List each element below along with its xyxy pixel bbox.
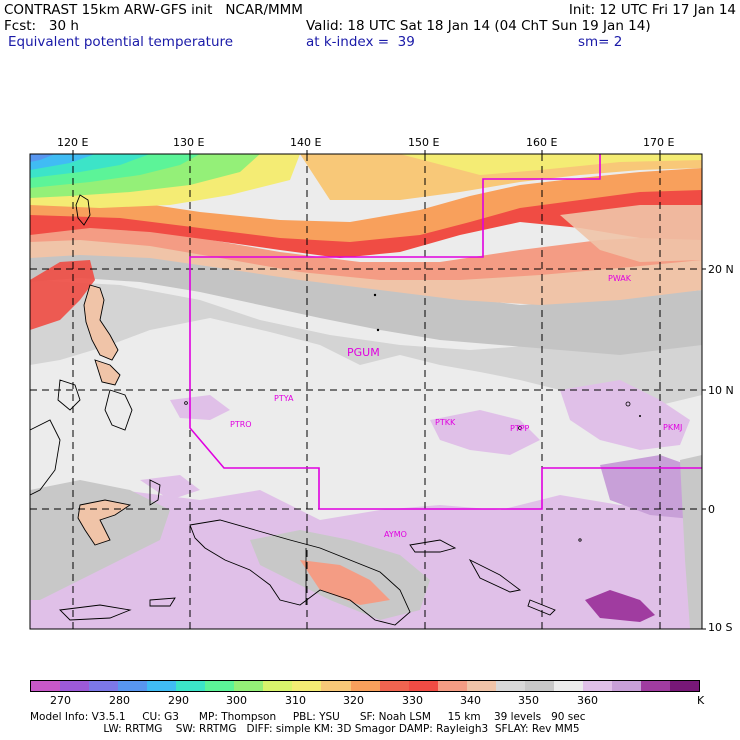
lat-label-10n: 10 N xyxy=(708,384,734,397)
color-scale-bar xyxy=(30,680,700,692)
station-ptkk: PTKK xyxy=(435,418,456,427)
color-scale-swatch-11 xyxy=(350,681,380,691)
lat-label-equator: 0 xyxy=(708,503,715,516)
color-scale-swatch-3 xyxy=(118,681,148,691)
station-aymo: AYMO xyxy=(384,530,407,539)
station-pwak: PWAK xyxy=(608,274,632,283)
init-time: Init: 12 UTC Fri 17 Jan 14 xyxy=(568,2,736,18)
lon-label-150e: 150 E xyxy=(408,136,440,149)
color-scale-swatch-8 xyxy=(263,681,293,691)
lat-label-10s: 10 S xyxy=(708,621,733,634)
scale-label-310: 310 xyxy=(285,694,306,707)
k-index-level: at k-index = 39 xyxy=(306,34,415,50)
scale-label-320: 320 xyxy=(343,694,364,707)
color-scale-swatch-19 xyxy=(582,681,612,691)
model-title: CONTRAST 15km ARW-GFS init NCAR/MMM xyxy=(4,2,303,18)
field-name: Equivalent potential temperature xyxy=(8,34,234,50)
color-scale-swatch-22 xyxy=(670,681,700,691)
scale-label-300: 300 xyxy=(226,694,247,707)
color-scale-swatch-12 xyxy=(379,681,409,691)
station-ptro: PTRO xyxy=(230,420,252,429)
lon-label-170e: 170 E xyxy=(643,136,675,149)
lat-label-20n: 20 N xyxy=(708,263,734,276)
scale-label-330: 330 xyxy=(402,694,423,707)
color-scale-swatch-4 xyxy=(147,681,177,691)
color-scale-swatch-2 xyxy=(89,681,119,691)
lon-label-140e: 140 E xyxy=(290,136,322,149)
model-info-line1: Model Info: V3.5.1 CU: G3 MP: Thompson P… xyxy=(30,711,586,723)
scale-label-340: 340 xyxy=(460,694,481,707)
scale-label-280: 280 xyxy=(109,694,130,707)
station-pgum: PGUM xyxy=(347,346,380,359)
station-ptpp: PTPP xyxy=(510,424,530,433)
scale-label-360: 360 xyxy=(577,694,598,707)
color-scale-swatch-21 xyxy=(640,681,671,691)
color-scale-swatch-0 xyxy=(31,681,61,691)
scale-label-350: 350 xyxy=(518,694,539,707)
scale-label-290: 290 xyxy=(168,694,189,707)
color-scale-swatch-9 xyxy=(292,681,322,691)
lon-label-160e: 160 E xyxy=(526,136,558,149)
color-scale-swatch-6 xyxy=(205,681,235,691)
color-scale-swatch-1 xyxy=(60,681,90,691)
model-info-line2: LW: RRTMG SW: RRTMG DIFF: simple KM: 3D … xyxy=(30,723,580,735)
lon-label-120e: 120 E xyxy=(57,136,89,149)
color-scale-swatch-18 xyxy=(553,681,583,691)
color-scale-swatch-14 xyxy=(437,681,467,691)
color-scale-swatch-13 xyxy=(408,681,438,691)
scale-label-270: 270 xyxy=(50,694,71,707)
scale-unit-kelvin: K xyxy=(697,694,705,707)
color-scale-swatch-7 xyxy=(234,681,264,691)
color-scale-swatch-15 xyxy=(466,681,496,691)
station-pkmj: PKMJ xyxy=(663,423,683,432)
smoothing-value: sm= 2 xyxy=(578,34,623,50)
station-ptya: PTYA xyxy=(274,394,294,403)
color-scale-swatch-20 xyxy=(611,681,641,691)
forecast-hour: Fcst: 30 h xyxy=(4,18,79,34)
valid-time: Valid: 18 UTC Sat 18 Jan 14 (04 ChT Sun … xyxy=(306,18,651,34)
color-scale-swatch-5 xyxy=(176,681,206,691)
lon-label-130e: 130 E xyxy=(173,136,205,149)
color-scale-swatch-16 xyxy=(495,681,525,691)
color-scale-swatch-17 xyxy=(524,681,554,691)
color-scale-swatch-10 xyxy=(321,681,351,691)
